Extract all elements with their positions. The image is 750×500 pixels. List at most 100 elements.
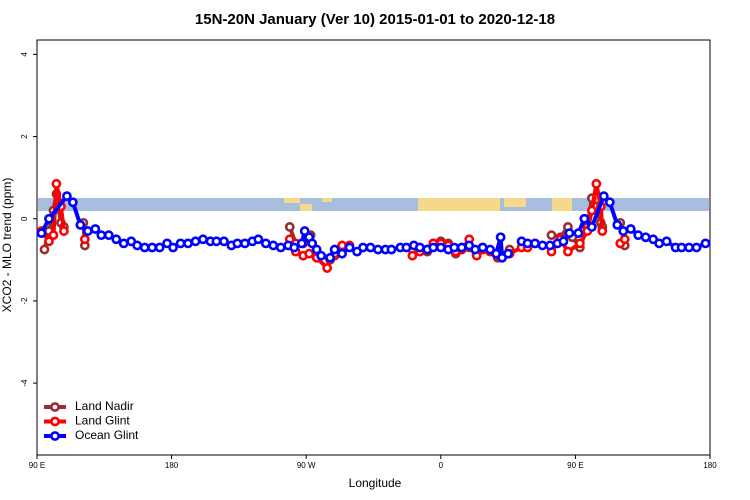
- data-point: [401, 242, 412, 253]
- data-point: [604, 197, 615, 208]
- data-point: [546, 230, 557, 241]
- data-point: [470, 244, 481, 255]
- data-point: [284, 222, 295, 232]
- data-point: [563, 246, 573, 257]
- data-point: [51, 178, 62, 189]
- data-point: [299, 226, 310, 236]
- data-point: [522, 238, 533, 249]
- data-point: [304, 248, 315, 259]
- data-point: [337, 240, 347, 251]
- y-tick-label: 2: [20, 134, 29, 139]
- data-point: [118, 238, 129, 249]
- data-point: [591, 178, 602, 189]
- data-point: [96, 230, 107, 241]
- data-point: [39, 244, 50, 255]
- data-point: [322, 263, 333, 273]
- data-point: [503, 248, 513, 259]
- data-point: [676, 242, 687, 253]
- legend-marker: [50, 402, 60, 412]
- data-point: [618, 226, 629, 236]
- data-point: [633, 230, 644, 241]
- data-point: [586, 205, 597, 216]
- land-strip: [552, 198, 572, 211]
- data-point: [344, 242, 355, 253]
- x-tick-label: 0: [439, 461, 444, 470]
- data-point: [407, 250, 418, 261]
- legend-label: Ocean Glint: [75, 428, 139, 442]
- data-point: [103, 230, 114, 241]
- data-point: [435, 242, 446, 253]
- data-point: [289, 242, 300, 253]
- land-strip: [504, 198, 526, 207]
- data-point: [59, 226, 69, 236]
- data-point: [36, 228, 47, 239]
- data-point: [168, 242, 178, 253]
- data-point: [219, 236, 229, 247]
- data-point: [530, 238, 540, 249]
- data-point: [545, 240, 555, 251]
- data-point: [90, 224, 101, 234]
- data-point: [597, 226, 608, 236]
- plot-frame: [36, 39, 711, 456]
- x-tick-label: 90 E: [29, 461, 45, 470]
- data-point: [495, 232, 506, 243]
- data-point: [640, 232, 651, 243]
- data-point: [154, 242, 165, 253]
- y-axis-label: XCO2 - MLO trend (ppm): [0, 178, 14, 313]
- y-tick-label: 0: [20, 216, 29, 221]
- land-strip: [284, 198, 300, 203]
- data-point: [564, 228, 575, 239]
- data-point: [268, 240, 279, 251]
- x-tick-label: 180: [165, 461, 179, 470]
- ocean-strip: [38, 198, 709, 211]
- data-point: [414, 242, 425, 253]
- chart-title: 15N-20N January (Ver 10) 2015-01-01 to 2…: [195, 11, 555, 28]
- data-point: [700, 238, 711, 249]
- data-point: [198, 234, 208, 245]
- data-point: [329, 244, 340, 255]
- data-point: [147, 242, 158, 253]
- x-tick-label: 180: [703, 461, 717, 470]
- data-point: [684, 242, 694, 253]
- data-point: [139, 242, 150, 253]
- land-strip: [300, 204, 312, 211]
- data-point: [75, 220, 86, 230]
- land-strip: [590, 198, 602, 204]
- series: [36, 191, 711, 263]
- data-point: [132, 240, 143, 251]
- data-point: [428, 242, 439, 253]
- data-point: [296, 238, 307, 249]
- data-point: [275, 242, 286, 253]
- data-point: [456, 242, 467, 253]
- data-point: [573, 228, 584, 239]
- data-point: [79, 234, 90, 245]
- data-point: [386, 244, 397, 255]
- legend-label: Land Glint: [75, 414, 130, 428]
- data-point: [307, 238, 318, 249]
- x-tick-label: 90 E: [567, 461, 583, 470]
- data-point: [67, 197, 78, 208]
- land-strip: [322, 198, 332, 202]
- data-point: [253, 234, 264, 245]
- y-tick-label: -2: [20, 297, 29, 305]
- data-point: [579, 213, 590, 224]
- data-point: [625, 224, 636, 234]
- data-point: [574, 238, 585, 249]
- data-point: [558, 236, 569, 247]
- data-point: [661, 236, 672, 247]
- map-strip: [38, 198, 709, 211]
- data-point: [586, 222, 597, 232]
- data-point: [358, 242, 368, 253]
- data-point: [325, 252, 336, 263]
- y-tick-label: -4: [20, 379, 29, 387]
- data-point: [44, 236, 54, 247]
- data-point: [537, 240, 548, 251]
- data-point: [260, 238, 271, 249]
- legend-marker: [50, 416, 60, 427]
- data-point: [232, 238, 243, 249]
- data-point: [316, 250, 327, 261]
- land-strip: [418, 198, 500, 211]
- data-point: [239, 238, 250, 249]
- data-point: [82, 226, 93, 236]
